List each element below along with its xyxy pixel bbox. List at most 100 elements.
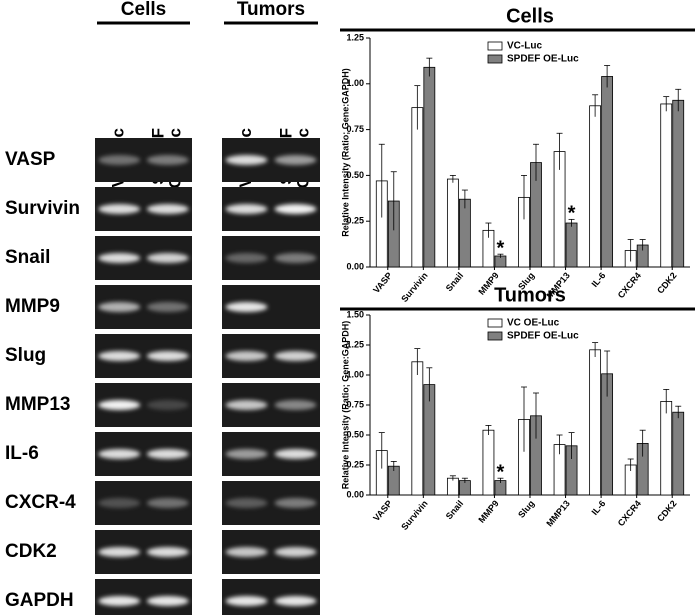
gel-band bbox=[146, 302, 189, 312]
x-tick-label: IL-6 bbox=[590, 498, 608, 517]
x-tick-label: CDK2 bbox=[655, 498, 678, 523]
y-tick-label: 0.25 bbox=[346, 216, 364, 226]
y-tick-label: 1.25 bbox=[346, 32, 364, 42]
y-tick-label: 0.50 bbox=[346, 170, 364, 180]
group-title: Cells bbox=[121, 0, 166, 20]
gel-band bbox=[98, 547, 141, 557]
y-tick-label: 0.75 bbox=[346, 124, 364, 134]
bar bbox=[589, 349, 602, 496]
y-tick-label: 1.50 bbox=[346, 309, 364, 319]
gel-band bbox=[98, 400, 141, 410]
gel-band bbox=[146, 547, 189, 557]
gel-band bbox=[146, 155, 189, 165]
bar bbox=[446, 477, 459, 496]
y-tick-label: 1.25 bbox=[346, 339, 364, 349]
y-tick-label: 0.25 bbox=[346, 459, 364, 469]
legend-swatch bbox=[487, 41, 503, 51]
y-axis-label: Relative Intensity (Ratio; Gene:GAPDH) bbox=[340, 321, 350, 490]
row-label: Slug bbox=[5, 345, 46, 366]
gel-band bbox=[146, 449, 189, 459]
x-tick-label: CDK2 bbox=[655, 270, 678, 295]
bar bbox=[411, 361, 424, 496]
legend-label: SPDEF OE-Luc bbox=[507, 331, 579, 342]
x-tick-label: CXCR4 bbox=[616, 498, 643, 528]
gel-band bbox=[98, 449, 141, 459]
bar bbox=[672, 411, 685, 496]
gel-band bbox=[274, 449, 317, 459]
row-label: CDK2 bbox=[5, 541, 57, 562]
gel-band bbox=[225, 400, 268, 410]
x-tick-label: VASP bbox=[371, 498, 394, 523]
chart-title: Tumors bbox=[494, 284, 566, 306]
gel-band bbox=[146, 498, 189, 508]
gel-band bbox=[274, 596, 317, 606]
gel-band bbox=[146, 204, 189, 214]
gel-band bbox=[98, 351, 141, 361]
row-label: IL-6 bbox=[5, 443, 39, 464]
legend-label: VC OE-Luc bbox=[507, 318, 560, 329]
gel-band bbox=[98, 498, 141, 508]
legend-label: VC-Luc bbox=[507, 41, 542, 52]
bar bbox=[458, 198, 471, 268]
bar bbox=[565, 222, 578, 268]
row-label: GAPDH bbox=[5, 590, 74, 611]
row-label: MMP13 bbox=[5, 394, 70, 415]
x-tick-label: Snail bbox=[444, 270, 465, 293]
bar bbox=[672, 99, 685, 268]
gel-band bbox=[274, 400, 317, 410]
x-tick-label: IL-6 bbox=[590, 270, 608, 289]
x-tick-label: CXCR4 bbox=[616, 270, 643, 300]
x-tick-label: Slug bbox=[516, 498, 536, 519]
legend-swatch bbox=[487, 331, 503, 341]
y-tick-label: 0.50 bbox=[346, 429, 364, 439]
y-tick-label: 1.00 bbox=[346, 369, 364, 379]
bar bbox=[446, 178, 459, 268]
bar bbox=[482, 429, 495, 496]
significance-mark: * bbox=[497, 461, 505, 483]
y-tick-label: 0.75 bbox=[346, 399, 364, 409]
bar bbox=[589, 105, 602, 268]
bar bbox=[411, 107, 424, 268]
gel-band bbox=[225, 547, 268, 557]
y-axis-label: Relative Intensity (Ratio; Gene:GAPDH) bbox=[340, 68, 350, 237]
row-label: Snail bbox=[5, 247, 50, 268]
row-label: Survivin bbox=[5, 198, 80, 219]
gel-band bbox=[98, 204, 141, 214]
gel-band bbox=[274, 547, 317, 557]
row-label: VASP bbox=[5, 149, 56, 170]
gel-band bbox=[146, 253, 189, 263]
significance-mark: * bbox=[497, 237, 505, 259]
gel-band bbox=[274, 204, 317, 214]
legend-swatch bbox=[487, 54, 503, 64]
gel-band bbox=[98, 596, 141, 606]
legend-label: SPDEF OE-Luc bbox=[507, 54, 579, 65]
bar bbox=[660, 103, 673, 268]
gel-band bbox=[225, 498, 268, 508]
gel-band bbox=[225, 596, 268, 606]
legend-swatch bbox=[487, 318, 503, 328]
y-tick-label: 0.00 bbox=[346, 261, 364, 271]
gel-band bbox=[225, 155, 268, 165]
gel-band bbox=[225, 351, 268, 361]
y-tick-label: 0.00 bbox=[346, 489, 364, 499]
y-tick-label: 1.00 bbox=[346, 78, 364, 88]
bar bbox=[423, 66, 436, 268]
x-tick-label: MMP9 bbox=[476, 498, 500, 524]
group-title: Tumors bbox=[237, 0, 305, 20]
gel-band bbox=[274, 253, 317, 263]
gel-band bbox=[98, 253, 141, 263]
x-tick-label: Snail bbox=[444, 498, 465, 521]
gel-band bbox=[225, 449, 268, 459]
gel-band bbox=[274, 498, 317, 508]
gel-band bbox=[225, 302, 268, 312]
gel-band bbox=[98, 155, 141, 165]
x-tick-label: Survivin bbox=[399, 498, 429, 532]
gel-band bbox=[146, 400, 189, 410]
x-tick-label: Survivin bbox=[399, 270, 429, 304]
gel-band bbox=[146, 351, 189, 361]
gel-band bbox=[274, 155, 317, 165]
x-tick-label: MMP13 bbox=[544, 498, 572, 528]
chart-title: Cells bbox=[506, 5, 554, 27]
